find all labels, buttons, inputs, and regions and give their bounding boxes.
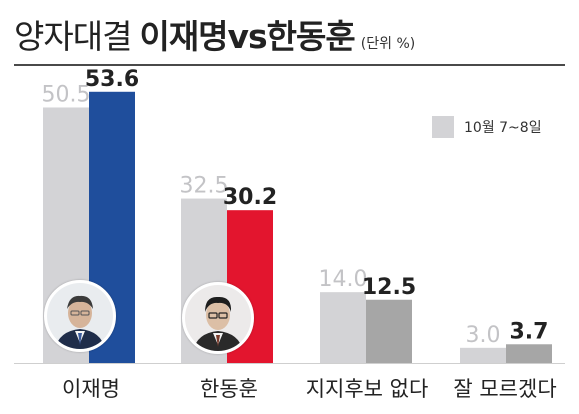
bar-current-unsure (506, 344, 552, 363)
value-label-current-none: 12.5 (362, 275, 416, 300)
bar-previous-none (320, 292, 366, 363)
bar-previous-unsure (460, 347, 506, 363)
category-label-han: 한동훈 (200, 377, 258, 401)
chart-title: 양자대결 이재명vs한동훈 (단위 %) (14, 10, 415, 58)
title-matchup: 이재명vs한동훈 (139, 17, 355, 56)
category-label-none: 지지후보 없다 (306, 377, 429, 401)
legend-swatch (432, 116, 454, 138)
value-label-previous-lee: 50.5 (42, 82, 91, 107)
title-lead: 양자대결 (14, 17, 132, 56)
category-label-unsure: 잘 모르겠다 (453, 377, 556, 401)
value-label-previous-none: 14.0 (319, 267, 368, 292)
baseline (14, 363, 565, 364)
value-label-previous-unsure: 3.0 (466, 323, 501, 348)
value-label-current-han: 30.2 (223, 185, 277, 210)
bar-current-none (366, 299, 412, 363)
title-divider (14, 64, 565, 66)
candidate-photo-lee (44, 280, 116, 352)
value-label-previous-han: 32.5 (180, 174, 229, 199)
category-label-lee: 이재명 (62, 377, 120, 401)
legend: 10월 7~8일 (432, 116, 542, 138)
value-label-current-lee: 53.6 (85, 67, 139, 92)
candidate-photo-han (182, 282, 254, 354)
value-label-current-unsure: 3.7 (510, 319, 549, 344)
legend-label: 10월 7~8일 (464, 120, 542, 136)
title-unit: (단위 %) (360, 36, 416, 52)
